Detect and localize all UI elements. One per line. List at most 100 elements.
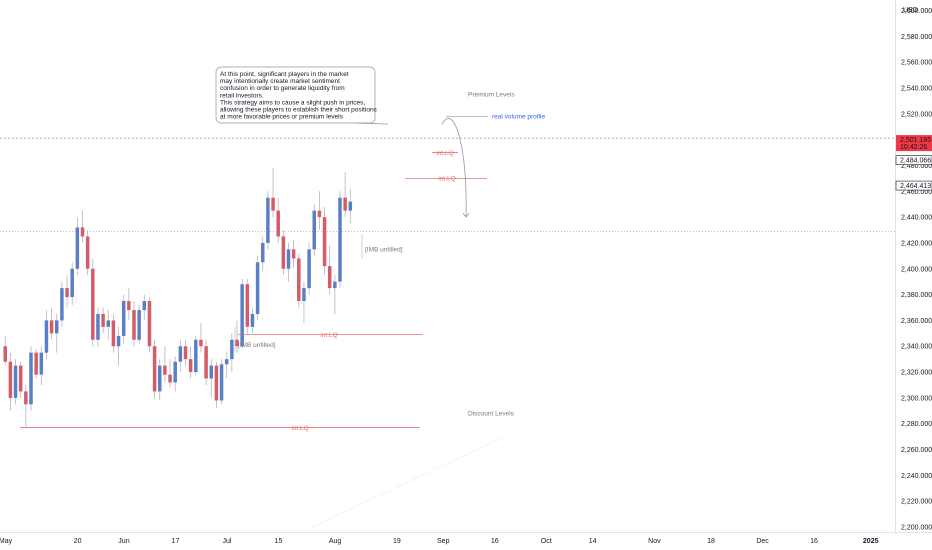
- candle-up[interactable]: [29, 352, 33, 405]
- candle-up[interactable]: [55, 320, 59, 334]
- candle-down[interactable]: [34, 352, 38, 375]
- y-tick-label: 2,240.000: [901, 473, 932, 480]
- candle-up[interactable]: [266, 197, 270, 243]
- candle-up[interactable]: [13, 365, 18, 398]
- candle-up[interactable]: [209, 365, 214, 379]
- x-axis[interactable]: May 20 Jun 17 Jul 15 Aug 19 Sep 16 Oct 14 Nov 18 Dec 16…: [0, 538, 879, 545]
- candle-up[interactable]: [338, 197, 342, 282]
- level-tag-1[interactable]: [895, 155, 932, 165]
- candle-down[interactable]: [127, 301, 131, 311]
- candle-up[interactable]: [250, 313, 255, 327]
- candle-up[interactable]: [224, 359, 229, 365]
- candle-up[interactable]: [96, 313, 100, 340]
- drawings-group: int.LQ int.LQ int.LQ int.LQ [IMB unfilled] [I…: [20, 66, 545, 528]
- x-tick-label: Jul: [222, 538, 231, 545]
- candle-down[interactable]: [204, 346, 208, 379]
- y-tick-label: 2,220.000: [901, 499, 932, 506]
- candle-down[interactable]: [327, 266, 332, 289]
- int-lq-mid-label: int.LQ: [320, 332, 337, 339]
- y-tick-label: 2,600.000: [901, 8, 932, 15]
- currency-label[interactable]: USD: [903, 7, 918, 14]
- candle-up[interactable]: [261, 242, 265, 263]
- candle-down[interactable]: [291, 249, 296, 259]
- current-price-value: 2,501.185: [900, 137, 931, 144]
- callout-pointer: [354, 122, 389, 125]
- candle-up[interactable]: [137, 310, 141, 340]
- y-axis[interactable]: 2,600.000 2,580.000 2,560.000 2,540.000 2,52…: [901, 8, 932, 532]
- y-tick-label: 2,300.000: [901, 395, 932, 402]
- candle-down[interactable]: [132, 310, 136, 340]
- candle-down[interactable]: [214, 365, 219, 401]
- int-lq-top-label: int.LQ: [436, 150, 453, 157]
- candle-up[interactable]: [348, 201, 353, 211]
- candle-up[interactable]: [173, 361, 177, 383]
- candle-up[interactable]: [302, 288, 306, 302]
- x-tick-label: Nov: [648, 538, 661, 545]
- y-tick-label: 2,260.000: [901, 447, 932, 454]
- candle-down[interactable]: [188, 359, 193, 373]
- candle-up[interactable]: [75, 227, 80, 269]
- candle-down[interactable]: [91, 268, 95, 340]
- candle-up[interactable]: [219, 364, 224, 401]
- candle-down[interactable]: [65, 288, 69, 298]
- candle-down[interactable]: [281, 236, 286, 269]
- candle-down[interactable]: [199, 339, 203, 347]
- candle-up[interactable]: [106, 320, 111, 327]
- candle-down[interactable]: [297, 258, 301, 302]
- candle-up[interactable]: [44, 320, 49, 353]
- candle-up[interactable]: [60, 288, 64, 321]
- candle-down[interactable]: [80, 227, 85, 237]
- candle-up[interactable]: [230, 339, 234, 360]
- candle-down[interactable]: [322, 217, 327, 267]
- current-price-tag[interactable]: [896, 135, 932, 152]
- y-tick-label: 2,320.000: [901, 370, 932, 377]
- real-volume-profile-label: real volume profile: [492, 113, 545, 120]
- candle-up[interactable]: [255, 262, 260, 314]
- candle-down[interactable]: [271, 197, 275, 211]
- candle-down[interactable]: [49, 320, 54, 334]
- candle-down[interactable]: [183, 346, 188, 360]
- x-tick-label: Aug: [329, 538, 342, 545]
- candle-up[interactable]: [307, 249, 311, 289]
- x-tick-label: Oct: [541, 538, 552, 545]
- candle-down[interactable]: [152, 346, 157, 392]
- callout-box[interactable]: [215, 66, 376, 124]
- candle-down[interactable]: [168, 374, 172, 383]
- candle-up[interactable]: [39, 352, 44, 375]
- level-tag-2[interactable]: [895, 180, 932, 191]
- candle-up[interactable]: [194, 339, 198, 373]
- candle-down[interactable]: [3, 346, 8, 362]
- y-tick-label: 2,480.000: [901, 163, 932, 170]
- x-tick-label: Sep: [437, 538, 450, 545]
- callout-text-line: At this point, significant players in th…: [220, 71, 349, 78]
- candle-up[interactable]: [286, 249, 291, 269]
- x-tick-label: 18: [707, 538, 715, 545]
- candle-down[interactable]: [317, 210, 322, 218]
- candle-up[interactable]: [142, 301, 147, 311]
- premium-levels-label: Premium Levels: [468, 91, 515, 98]
- candle-down[interactable]: [147, 301, 152, 347]
- candle-up[interactable]: [121, 301, 126, 336]
- current-price-time: 10:42:26: [900, 144, 927, 151]
- candle-down[interactable]: [245, 284, 250, 327]
- candle-down[interactable]: [8, 361, 13, 398]
- candle-up[interactable]: [178, 346, 183, 362]
- candle-down[interactable]: [18, 365, 23, 392]
- candle-up[interactable]: [116, 335, 121, 347]
- candle-down[interactable]: [163, 365, 167, 375]
- candle-down[interactable]: [85, 236, 90, 269]
- projection-arrow[interactable]: [441, 118, 467, 218]
- candle-up[interactable]: [333, 281, 337, 289]
- y-tick-label: 2,360.000: [901, 318, 932, 325]
- candle-down[interactable]: [24, 391, 28, 405]
- candle-down[interactable]: [235, 339, 239, 347]
- candle-up[interactable]: [158, 365, 162, 392]
- candle-up[interactable]: [312, 210, 317, 250]
- candle-down[interactable]: [276, 210, 280, 237]
- candle-up[interactable]: [240, 284, 244, 347]
- candle-down[interactable]: [111, 320, 116, 347]
- candle-down[interactable]: [101, 313, 105, 327]
- candle-up[interactable]: [70, 268, 74, 298]
- candle-down[interactable]: [343, 197, 347, 211]
